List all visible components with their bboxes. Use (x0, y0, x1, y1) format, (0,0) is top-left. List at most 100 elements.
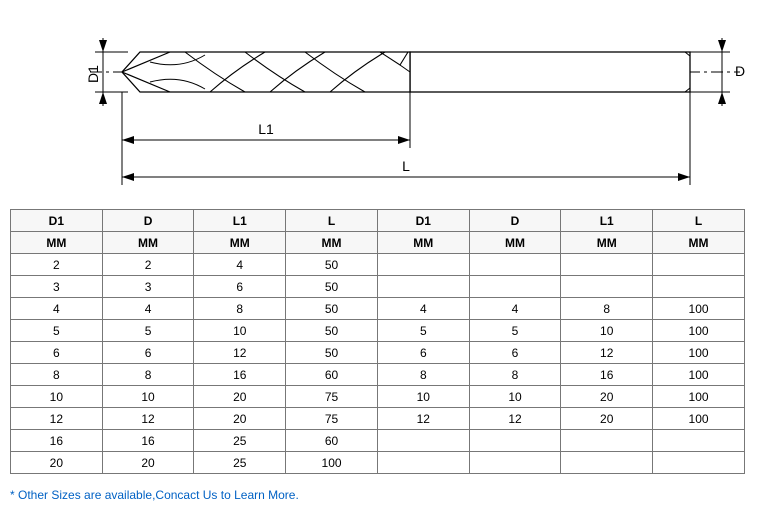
cell: 2 (11, 254, 103, 276)
col-header: D (469, 210, 561, 232)
cell: 100 (653, 408, 745, 430)
unit-header: MM (11, 232, 103, 254)
cell: 100 (653, 298, 745, 320)
col-header: L (286, 210, 378, 232)
cell: 20 (194, 408, 286, 430)
cell: 10 (194, 320, 286, 342)
cell: 50 (286, 320, 378, 342)
table-row: 33650 (11, 276, 745, 298)
cell: 5 (377, 320, 469, 342)
cell (377, 452, 469, 474)
cell: 16 (102, 430, 194, 452)
cell: 8 (11, 364, 103, 386)
cell: 10 (561, 320, 653, 342)
cell: 50 (286, 298, 378, 320)
cell: 12 (11, 408, 103, 430)
cell: 100 (653, 320, 745, 342)
cell: 60 (286, 430, 378, 452)
cell: 5 (102, 320, 194, 342)
cell: 6 (194, 276, 286, 298)
cell: 2 (102, 254, 194, 276)
dim-d1-label: D1 (85, 65, 101, 83)
table-row: 8816608816100 (11, 364, 745, 386)
table-row: 202025100 (11, 452, 745, 474)
col-header: D1 (377, 210, 469, 232)
dim-l-label: L (402, 158, 410, 174)
cell: 20 (561, 386, 653, 408)
unit-header: MM (377, 232, 469, 254)
cell: 16 (11, 430, 103, 452)
unit-header: MM (286, 232, 378, 254)
cell: 100 (653, 342, 745, 364)
cell (469, 452, 561, 474)
cell: 25 (194, 430, 286, 452)
cell: 16 (194, 364, 286, 386)
cell (377, 254, 469, 276)
cell (469, 430, 561, 452)
cell (377, 430, 469, 452)
cell (561, 430, 653, 452)
cell: 10 (469, 386, 561, 408)
cell: 4 (11, 298, 103, 320)
cell (561, 452, 653, 474)
cell (469, 254, 561, 276)
table-row: 5510505510100 (11, 320, 745, 342)
col-header: L1 (194, 210, 286, 232)
cell: 20 (561, 408, 653, 430)
table-row: 16162560 (11, 430, 745, 452)
cell: 8 (377, 364, 469, 386)
cell (653, 452, 745, 474)
cell: 6 (11, 342, 103, 364)
cell: 3 (102, 276, 194, 298)
cell: 20 (194, 386, 286, 408)
cell (561, 276, 653, 298)
cell: 6 (377, 342, 469, 364)
dim-d-label: D (735, 63, 745, 79)
cell: 20 (102, 452, 194, 474)
cell: 12 (469, 408, 561, 430)
col-header: L (653, 210, 745, 232)
unit-header: MM (194, 232, 286, 254)
cell: 10 (377, 386, 469, 408)
cell: 5 (11, 320, 103, 342)
cell (653, 276, 745, 298)
cell: 75 (286, 386, 378, 408)
table-row: 12122075121220100 (11, 408, 745, 430)
cell: 100 (653, 364, 745, 386)
cell: 4 (377, 298, 469, 320)
cell: 75 (286, 408, 378, 430)
col-header: D1 (11, 210, 103, 232)
footnote: * Other Sizes are available,Concact Us t… (10, 488, 749, 502)
unit-header: MM (469, 232, 561, 254)
cell (377, 276, 469, 298)
cell (561, 254, 653, 276)
col-header: L1 (561, 210, 653, 232)
cell: 3 (11, 276, 103, 298)
cell: 12 (194, 342, 286, 364)
col-header: D (102, 210, 194, 232)
cell: 12 (377, 408, 469, 430)
cell: 6 (102, 342, 194, 364)
cell: 10 (11, 386, 103, 408)
cell: 100 (653, 386, 745, 408)
cell: 8 (561, 298, 653, 320)
unit-header: MM (653, 232, 745, 254)
unit-header: MM (102, 232, 194, 254)
cell: 16 (561, 364, 653, 386)
cell: 4 (102, 298, 194, 320)
cell: 20 (11, 452, 103, 474)
cell: 60 (286, 364, 378, 386)
cell: 12 (102, 408, 194, 430)
table-row: 6612506612100 (11, 342, 745, 364)
table-row: 10102075101020100 (11, 386, 745, 408)
cell: 5 (469, 320, 561, 342)
cell: 50 (286, 254, 378, 276)
cell: 50 (286, 342, 378, 364)
cell (653, 254, 745, 276)
table-row: 22450 (11, 254, 745, 276)
cell: 25 (194, 452, 286, 474)
cell: 4 (194, 254, 286, 276)
cell: 8 (469, 364, 561, 386)
cell: 50 (286, 276, 378, 298)
dim-l1-label: L1 (258, 121, 274, 137)
